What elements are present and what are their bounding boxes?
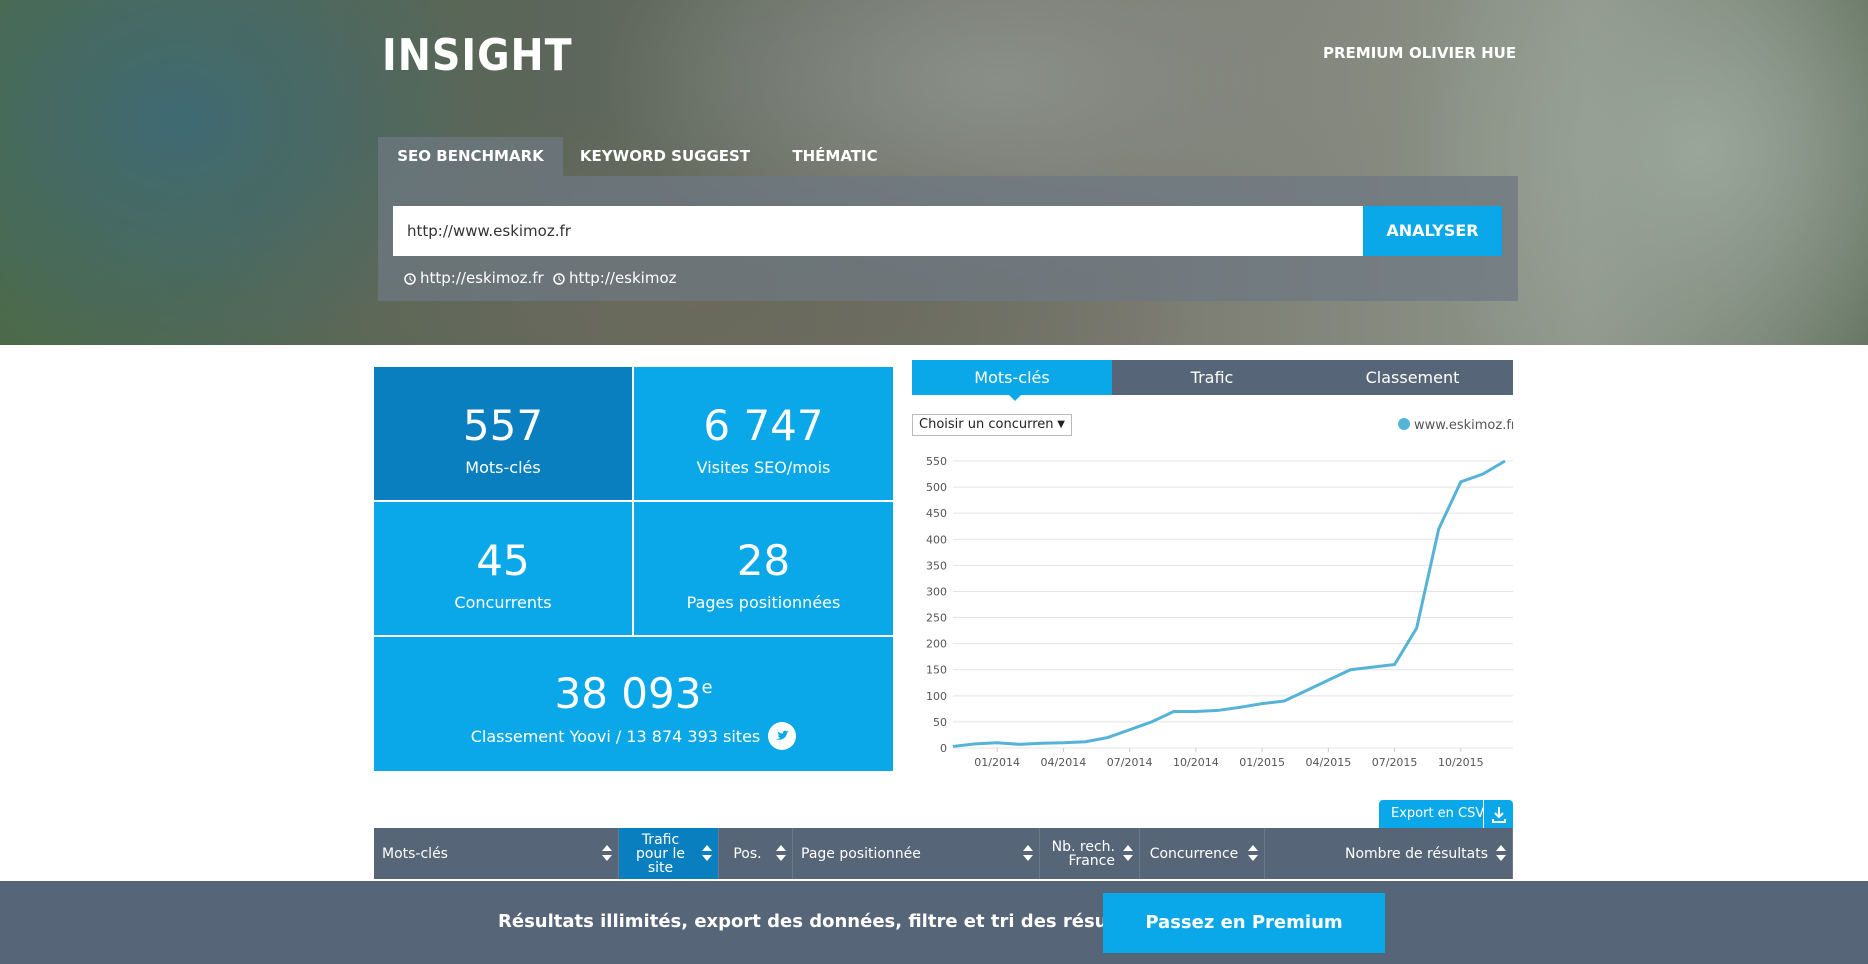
y-tick-label: 450 bbox=[926, 507, 947, 520]
legend-marker bbox=[1398, 418, 1410, 430]
y-tick-label: 50 bbox=[933, 716, 947, 729]
export-button[interactable]: Export en CSV bbox=[1379, 800, 1513, 828]
x-tick-label: 04/2014 bbox=[1041, 756, 1087, 769]
chart-tab[interactable]: Classement bbox=[1312, 360, 1513, 395]
column-header[interactable]: Mots-clés bbox=[374, 828, 619, 879]
x-tick-label: 01/2014 bbox=[974, 756, 1020, 769]
y-tick-label: 150 bbox=[926, 664, 947, 677]
history-icon bbox=[404, 273, 416, 285]
column-header[interactable]: Nb. rech. France bbox=[1040, 828, 1140, 879]
column-header[interactable]: Nombre de résultats bbox=[1265, 828, 1513, 879]
chart-tab[interactable]: Mots-clés bbox=[912, 360, 1112, 395]
stat-label: Concurrents bbox=[454, 593, 552, 612]
ranking-suffix: e bbox=[701, 677, 713, 698]
stat-label: Pages positionnées bbox=[686, 593, 841, 612]
y-tick-label: 0 bbox=[940, 742, 947, 755]
competitor-select[interactable]: Choisir un concurren ▼ bbox=[912, 414, 1072, 436]
column-header[interactable]: Trafic pour le site bbox=[619, 828, 719, 879]
stat-value: 28 bbox=[736, 536, 791, 585]
logo[interactable]: INSIGHT bbox=[382, 30, 573, 81]
tab-pointer bbox=[1008, 394, 1022, 401]
y-tick-label: 200 bbox=[926, 638, 947, 651]
y-tick-label: 350 bbox=[926, 559, 947, 572]
x-tick-label: 10/2015 bbox=[1438, 756, 1484, 769]
chart-tab[interactable]: Trafic bbox=[1112, 360, 1312, 395]
stat-tile: 28 Pages positionnées bbox=[634, 502, 893, 635]
nav-link[interactable]: PREMIUM bbox=[1323, 44, 1404, 62]
premium-text: Résultats illimités, export des données,… bbox=[498, 911, 1175, 932]
y-tick-label: 300 bbox=[926, 585, 947, 598]
column-title: Page positionnée bbox=[801, 845, 921, 862]
ranking-tile: 38 093e Classement Yoovi / 13 874 393 si… bbox=[374, 637, 893, 771]
history-icon bbox=[553, 273, 565, 285]
stat-value: 557 bbox=[462, 401, 544, 450]
column-header[interactable]: Page positionnée bbox=[793, 828, 1040, 879]
y-tick-label: 500 bbox=[926, 481, 947, 494]
legend-label: www.eskimoz.fr bbox=[1414, 418, 1513, 433]
premium-bar: Résultats illimités, export des données,… bbox=[0, 881, 1868, 964]
stat-value: 45 bbox=[476, 536, 530, 585]
x-tick-label: 07/2014 bbox=[1107, 756, 1153, 769]
stat-label: Visites SEO/mois bbox=[696, 458, 831, 477]
ranking-label: Classement Yoovi / 13 874 393 sites bbox=[470, 726, 761, 746]
stat-label: Mots-clés bbox=[465, 458, 541, 477]
y-tick-label: 250 bbox=[926, 612, 947, 625]
tab[interactable]: SEO BENCHMARK bbox=[378, 137, 563, 176]
column-title: Concurrence bbox=[1149, 845, 1239, 862]
ranking-value: 38 093 bbox=[554, 669, 702, 718]
x-tick-label: 10/2014 bbox=[1173, 756, 1219, 769]
stat-tile: 557 Mots-clés bbox=[374, 367, 632, 500]
y-tick-label: 550 bbox=[926, 455, 947, 468]
column-title: Mots-clés bbox=[382, 845, 448, 862]
stat-tile: 45 Concurrents bbox=[374, 502, 632, 635]
tab[interactable]: KEYWORD SUGGEST bbox=[579, 147, 751, 165]
analyse-button[interactable]: ANALYSER bbox=[1363, 206, 1502, 256]
select-text: Choisir un concurren bbox=[919, 417, 1054, 432]
stat-value: 6 747 bbox=[703, 401, 824, 450]
column-header[interactable]: Concurrence bbox=[1140, 828, 1265, 879]
hero: INSIGHT PREMIUM OLIVIER HUE SEO BENCHMAR… bbox=[0, 0, 1868, 345]
column-title: Nb. rech. France bbox=[1051, 838, 1115, 869]
line-chart: 0 50 100 150 200 250 300 350 400 450 500 550 01/2014… bbox=[926, 418, 1513, 769]
y-tick-label: 400 bbox=[926, 533, 947, 546]
search-input[interactable]: http://www.eskimoz.fr bbox=[393, 206, 1363, 256]
column-header[interactable]: Pos. bbox=[719, 828, 793, 879]
x-tick-label: 01/2015 bbox=[1239, 756, 1285, 769]
stat-tile: 6 747 Visites SEO/mois bbox=[634, 367, 893, 500]
twitter-icon[interactable] bbox=[768, 722, 797, 750]
recent-search[interactable]: http://eskimoz.fr bbox=[420, 269, 544, 287]
column-title: Trafic pour le site bbox=[635, 831, 686, 876]
x-tick-label: 04/2015 bbox=[1306, 756, 1352, 769]
recent-search[interactable]: http://eskimoz bbox=[569, 269, 677, 287]
export-text: Export en CSV bbox=[1391, 806, 1485, 821]
tab[interactable]: THÉMATIC bbox=[792, 147, 878, 165]
premium-button[interactable]: Passez en Premium bbox=[1103, 893, 1385, 953]
column-title: Nombre de résultats bbox=[1345, 845, 1488, 862]
y-tick-label: 100 bbox=[926, 690, 947, 703]
series-line bbox=[952, 459, 1506, 748]
nav-link[interactable]: OLIVIER HUE bbox=[1409, 44, 1517, 62]
x-tick-label: 07/2015 bbox=[1372, 756, 1418, 769]
column-title: Pos. bbox=[733, 845, 762, 862]
